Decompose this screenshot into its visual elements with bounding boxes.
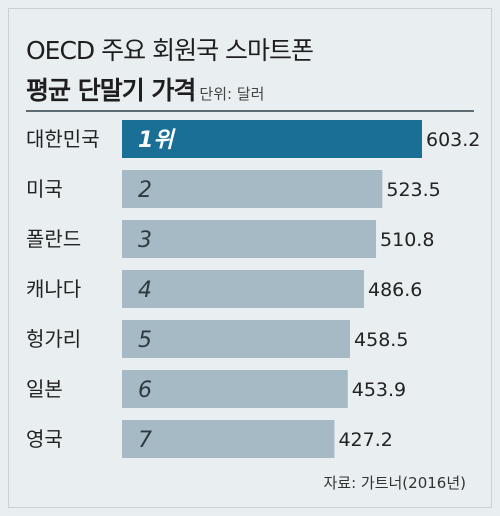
rank-label: 4: [138, 278, 152, 303]
unit-label: 단위: 달러: [199, 85, 265, 103]
bar: [122, 370, 348, 408]
value-label: 453.9: [352, 379, 406, 401]
rank-label: 3: [138, 228, 152, 253]
bar: [122, 220, 377, 258]
category-label: 미국: [26, 177, 63, 201]
category-label: 헝가리: [26, 327, 81, 351]
rank-label: 2: [138, 178, 152, 203]
value-label: 510.8: [380, 229, 434, 251]
source-note: 자료: 가트너(2016년): [323, 474, 466, 492]
bar: [122, 270, 365, 308]
value-label: 523.5: [386, 179, 440, 201]
chart-title-line2: 평균 단말기 가격 단위: 달러: [26, 76, 264, 109]
category-label: 폴란드: [26, 227, 81, 251]
bar: [122, 170, 383, 208]
value-label: 458.5: [354, 329, 408, 351]
rank-label: 6: [138, 378, 152, 403]
bar: [122, 320, 351, 358]
title-divider: [26, 110, 474, 112]
rank-label: 5: [138, 328, 152, 353]
category-label: 영국: [26, 427, 63, 451]
rank-label: 1위: [138, 128, 176, 153]
chart-title-text: 평균 단말기 가격: [26, 76, 196, 105]
category-label: 대한민국: [26, 127, 100, 151]
chart-title-line1: OECD 주요 회원국 스마트폰: [26, 36, 314, 65]
category-label: 캐나다: [26, 277, 81, 301]
value-label: 603.2: [426, 129, 480, 151]
category-label: 일본: [26, 377, 63, 401]
bar: [122, 120, 422, 158]
value-label: 427.2: [338, 429, 392, 451]
rank-label: 7: [138, 428, 152, 453]
value-label: 486.6: [368, 279, 422, 301]
bar: [122, 420, 335, 458]
